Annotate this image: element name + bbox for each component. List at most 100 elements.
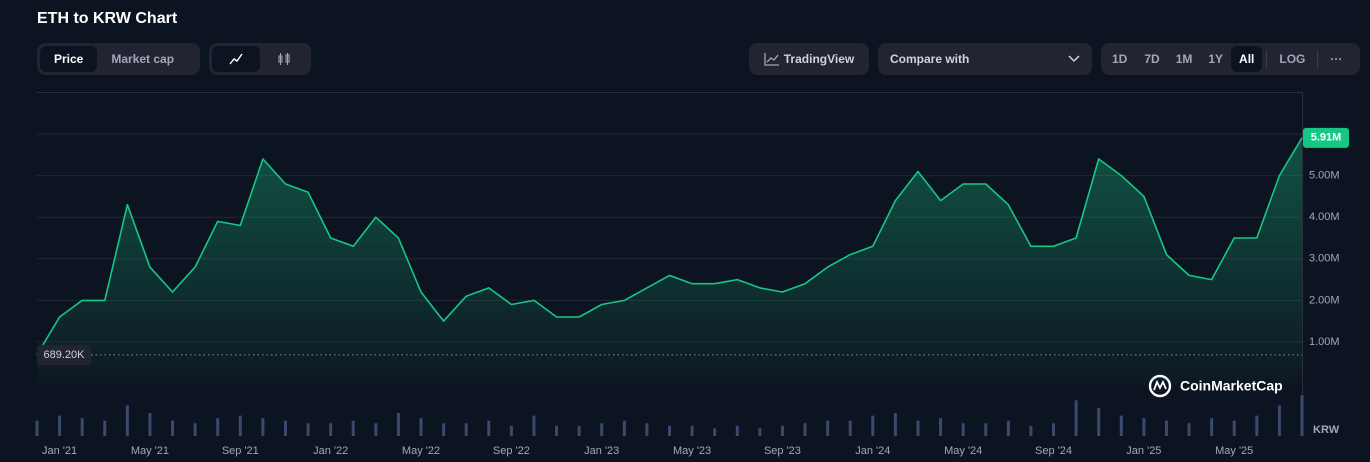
volume-bar bbox=[984, 423, 988, 436]
line-icon bbox=[229, 53, 243, 65]
volume-bar bbox=[1277, 405, 1281, 436]
volume-bar bbox=[555, 425, 559, 436]
volume-bar bbox=[261, 418, 265, 436]
y-tick-label: 2.00M bbox=[1309, 294, 1340, 306]
volume-bar bbox=[193, 423, 197, 436]
volume-bar bbox=[690, 425, 694, 436]
low-price-badge bbox=[37, 344, 91, 365]
range-button[interactable]: 7D bbox=[1144, 52, 1160, 66]
volume-bar bbox=[103, 420, 107, 436]
volume-bar bbox=[871, 415, 875, 436]
volume-bar bbox=[1300, 395, 1304, 436]
volume-bar bbox=[35, 420, 39, 436]
volume-bar bbox=[803, 423, 807, 436]
volume-bar bbox=[893, 413, 897, 436]
volume-bar bbox=[351, 420, 355, 436]
compare-select[interactable]: Compare with bbox=[878, 43, 1092, 75]
x-tick-label: May '21 bbox=[131, 445, 169, 457]
volume-bar bbox=[713, 428, 717, 436]
volume-bar bbox=[283, 420, 287, 436]
x-tick-label: Jan '21 bbox=[42, 445, 77, 457]
x-tick-label: Sep '24 bbox=[1035, 445, 1072, 457]
volume-bar bbox=[1187, 423, 1191, 436]
volume-bar bbox=[1232, 420, 1236, 436]
volume-bar bbox=[668, 425, 671, 436]
candle-icon bbox=[278, 53, 290, 65]
watermark: CoinMarketCap bbox=[1148, 374, 1283, 398]
volume-bar bbox=[487, 420, 491, 436]
chevron-icon bbox=[1068, 55, 1080, 63]
range-button[interactable]: 1M bbox=[1175, 52, 1193, 66]
y-tick-label: 1.00M bbox=[1309, 336, 1340, 348]
log-button[interactable]: LOG bbox=[1279, 52, 1306, 66]
tradingview-label: TradingView bbox=[783, 52, 855, 66]
watermark-text: CoinMarketCap bbox=[1180, 378, 1283, 394]
range-toggle: 1D 7D 1M 1Y All LOG ··· bbox=[1101, 43, 1360, 75]
volume-bar bbox=[396, 413, 400, 436]
tv-icon bbox=[764, 53, 779, 66]
volume-bar bbox=[464, 423, 468, 436]
volume-bar bbox=[80, 418, 84, 436]
volume-bar bbox=[622, 420, 626, 436]
compare-label: Compare with bbox=[890, 52, 970, 66]
tradingview-button[interactable]: TradingView bbox=[749, 43, 869, 75]
volume-bar bbox=[442, 423, 446, 436]
range-button[interactable]: 1Y bbox=[1208, 52, 1224, 66]
volume-bar bbox=[826, 420, 830, 436]
x-tick-label: May '22 bbox=[402, 445, 440, 457]
volume-bar bbox=[1119, 415, 1123, 436]
y-tick-label: 4.00M bbox=[1309, 211, 1340, 223]
separator bbox=[1266, 50, 1268, 68]
x-tick-label: Jan '25 bbox=[1126, 445, 1161, 457]
volume-bar bbox=[238, 415, 242, 436]
x-tick-label: Jan '22 bbox=[313, 445, 348, 457]
volume-bar bbox=[735, 425, 739, 436]
x-tick-label: Sep '22 bbox=[493, 445, 530, 457]
current-price-label: 5.91M bbox=[1311, 132, 1342, 144]
candle-button[interactable] bbox=[260, 46, 308, 72]
price-line bbox=[36, 137, 1303, 356]
volume-bar bbox=[577, 425, 581, 436]
y-tick-label: 5.00M bbox=[1309, 170, 1340, 182]
volume-bar bbox=[645, 423, 649, 436]
volume-bar bbox=[961, 423, 965, 436]
y-tick-label: 3.00M bbox=[1309, 253, 1340, 265]
volume-bar bbox=[1006, 420, 1010, 436]
volume-bar bbox=[532, 415, 536, 436]
volume-bar bbox=[171, 420, 175, 436]
x-tick-label: Jan '24 bbox=[855, 445, 890, 457]
volume-bar bbox=[1255, 415, 1259, 436]
volume-bar bbox=[509, 425, 513, 436]
volume-bar bbox=[329, 423, 333, 436]
line-button[interactable] bbox=[212, 46, 260, 72]
volume-bar bbox=[1052, 423, 1056, 436]
volume-bar bbox=[419, 418, 423, 436]
price-button[interactable]: Price bbox=[40, 46, 98, 72]
marketcap-button[interactable]: Market cap bbox=[111, 52, 175, 66]
range-button[interactable]: All bbox=[1231, 46, 1263, 72]
volume-bar bbox=[1164, 420, 1168, 436]
current-price-badge bbox=[1303, 127, 1349, 148]
currency-label: KRW bbox=[1313, 424, 1340, 436]
volume-bar bbox=[216, 418, 220, 436]
more-button[interactable]: ··· bbox=[1330, 52, 1343, 66]
chart-style-toggle bbox=[209, 43, 311, 75]
separator bbox=[1317, 50, 1319, 68]
volume-bar bbox=[148, 413, 152, 436]
low-price-label: 689.20K bbox=[44, 349, 86, 361]
price-area bbox=[37, 137, 1302, 384]
x-tick-label: May '23 bbox=[673, 445, 711, 457]
view-toggle: Price Market cap bbox=[37, 43, 200, 75]
volume-bar bbox=[1097, 407, 1101, 436]
volume-bar bbox=[758, 428, 762, 436]
volume-bar bbox=[125, 405, 129, 436]
x-tick-label: May '24 bbox=[944, 445, 982, 457]
x-tick-label: Jan '23 bbox=[584, 445, 619, 457]
volume-bar bbox=[1074, 400, 1078, 436]
volume-bar bbox=[306, 423, 310, 436]
range-button[interactable]: 1D bbox=[1112, 52, 1128, 66]
x-tick-label: Sep '21 bbox=[222, 445, 259, 457]
volume-bar bbox=[848, 420, 852, 436]
x-tick-label: Sep '23 bbox=[764, 445, 801, 457]
